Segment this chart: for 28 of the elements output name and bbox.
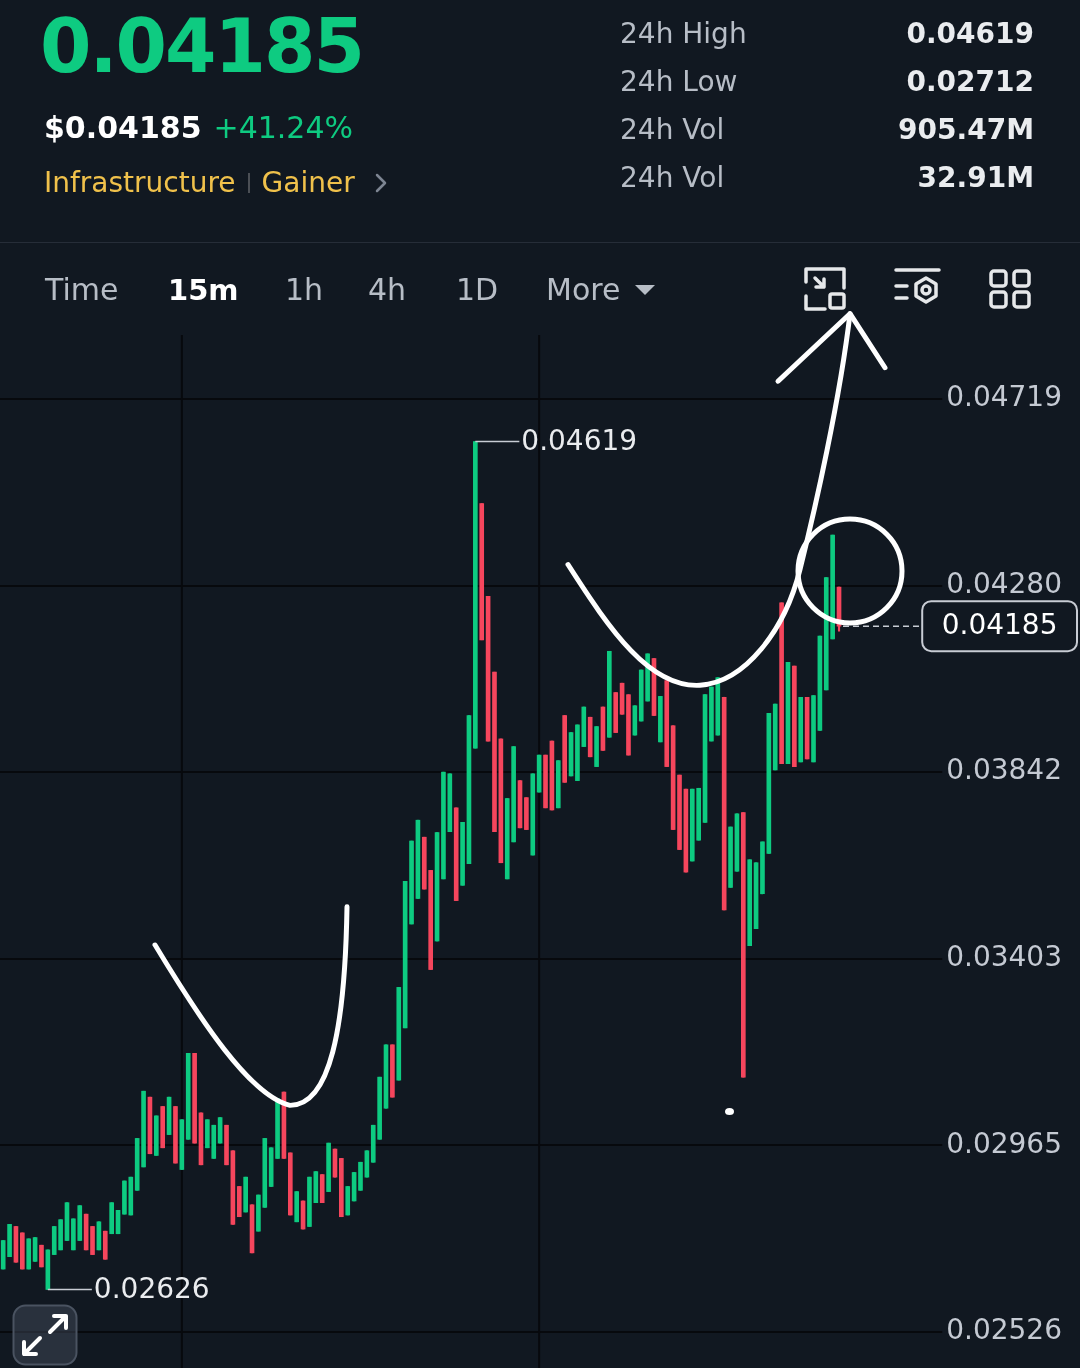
- text: 905.47M: [898, 112, 1034, 148]
- text: Infrastructure: [44, 165, 236, 201]
- text: 4h: [368, 271, 407, 309]
- text: More: [546, 271, 621, 309]
- text: 0.02712: [906, 64, 1034, 100]
- y-tick-label: 0.02965: [946, 1126, 1063, 1160]
- text: +41.24%: [213, 109, 354, 147]
- y-tick-label: 0.04280: [946, 567, 1063, 601]
- y-tick-label: 0.03842: [946, 753, 1063, 787]
- text: 24h Low: [620, 64, 738, 100]
- text: 15m: [168, 272, 239, 309]
- text: 1D: [456, 271, 499, 309]
- text: 32.91M: [917, 160, 1034, 196]
- text: Gainer: [261, 165, 355, 201]
- annotation: 0.04619: [521, 423, 638, 457]
- y-tick-label: 0.04719: [946, 380, 1063, 414]
- text: 24h Vol: [620, 160, 725, 196]
- text: Time: [45, 271, 119, 309]
- text: 1h: [285, 271, 324, 309]
- text: 24h High: [620, 16, 747, 52]
- ref-line-label: 0.04185: [941, 608, 1058, 642]
- text: 0.04619: [906, 16, 1034, 52]
- chart-title: 0.04185: [40, 2, 364, 90]
- y-tick-label: 0.03403: [946, 940, 1063, 974]
- text: $0.04185: [44, 109, 202, 147]
- y-tick-label: 0.02526: [946, 1313, 1063, 1347]
- annotation: 0.02626: [93, 1271, 210, 1305]
- text: 24h Vol: [620, 112, 725, 148]
